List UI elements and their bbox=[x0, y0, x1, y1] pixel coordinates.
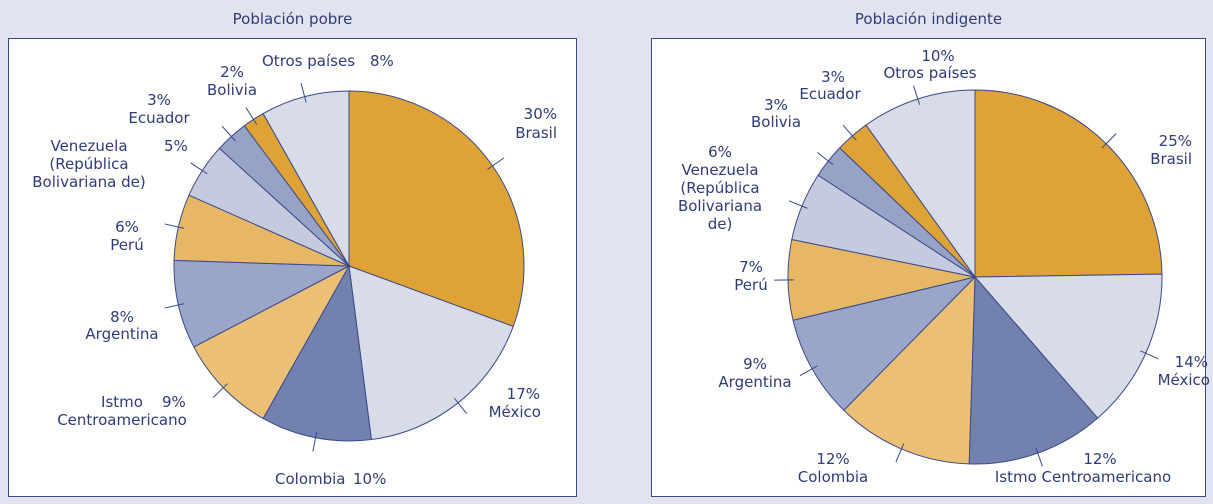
slice-label: Ecuador bbox=[799, 85, 861, 103]
value-label: 17% bbox=[506, 385, 540, 403]
value-label: 10% bbox=[353, 470, 387, 488]
slice-label: Istmo Centroamericano bbox=[994, 468, 1172, 486]
value-label: 6% bbox=[708, 143, 732, 161]
slice-label: Istmo Centroamericano bbox=[57, 393, 187, 429]
slice-label: Argentina bbox=[85, 325, 159, 343]
value-label: 8% bbox=[370, 52, 394, 70]
value-label: 12% bbox=[816, 450, 850, 468]
slice-label: Otros países bbox=[883, 64, 977, 82]
value-label: 10% bbox=[921, 47, 955, 65]
slice-label: México bbox=[488, 403, 541, 421]
value-label: 6% bbox=[115, 218, 139, 236]
value-label: 12% bbox=[1083, 450, 1117, 468]
slice-label: Venezuela (República Bolivariana de) bbox=[32, 137, 146, 191]
slice-label: Colombia bbox=[797, 468, 869, 486]
value-label: 3% bbox=[764, 96, 788, 114]
slice-label: Venezuela (República Bolivariana de) bbox=[677, 161, 763, 233]
leader-line bbox=[816, 151, 834, 166]
leader-line bbox=[913, 85, 921, 105]
leader-line bbox=[842, 124, 857, 141]
leader-line bbox=[788, 200, 808, 209]
slice-label: Perú bbox=[734, 276, 768, 294]
value-label: 7% bbox=[739, 258, 763, 276]
leader-line bbox=[312, 431, 318, 452]
leader-line bbox=[1035, 447, 1043, 467]
value-label: 9% bbox=[743, 355, 767, 373]
value-label: 30% bbox=[523, 105, 557, 123]
slice-label: Otros países bbox=[262, 52, 356, 70]
slice-label: Ecuador bbox=[128, 109, 190, 127]
leader-line bbox=[487, 157, 505, 170]
chart-title: Población indigente bbox=[854, 10, 1003, 28]
slice-label: Argentina bbox=[718, 373, 792, 391]
value-label: 2% bbox=[220, 63, 244, 81]
chart-title: Población pobre bbox=[232, 10, 353, 28]
slice-label: Colombia bbox=[275, 470, 346, 488]
slice-label: Brasil bbox=[515, 124, 557, 142]
slice-label: Bolivia bbox=[750, 113, 802, 131]
value-label: 5% bbox=[164, 137, 188, 155]
leader-line bbox=[1140, 350, 1159, 360]
leader-line bbox=[164, 303, 185, 309]
value-label: 3% bbox=[821, 68, 845, 86]
leader-line bbox=[799, 365, 818, 377]
pie-slice bbox=[974, 89, 1163, 278]
leader-line bbox=[221, 125, 236, 142]
slice-label: Bolivia bbox=[206, 81, 258, 99]
value-label: 8% bbox=[110, 308, 134, 326]
value-label: 14% bbox=[1174, 353, 1208, 371]
value-label: 9% bbox=[162, 393, 186, 411]
leader-line bbox=[453, 397, 468, 415]
leader-line bbox=[895, 443, 905, 462]
leader-line bbox=[164, 223, 185, 229]
leader-line bbox=[212, 383, 228, 398]
leader-line bbox=[245, 107, 258, 125]
leader-line bbox=[300, 83, 307, 103]
slice-label: México bbox=[1157, 371, 1210, 389]
leader-line bbox=[1101, 133, 1117, 149]
slice-label: Perú bbox=[110, 236, 144, 254]
leader-line bbox=[190, 162, 208, 175]
value-label: 3% bbox=[147, 91, 171, 109]
slice-label: Brasil bbox=[1150, 150, 1192, 168]
value-label: 25% bbox=[1158, 132, 1192, 150]
